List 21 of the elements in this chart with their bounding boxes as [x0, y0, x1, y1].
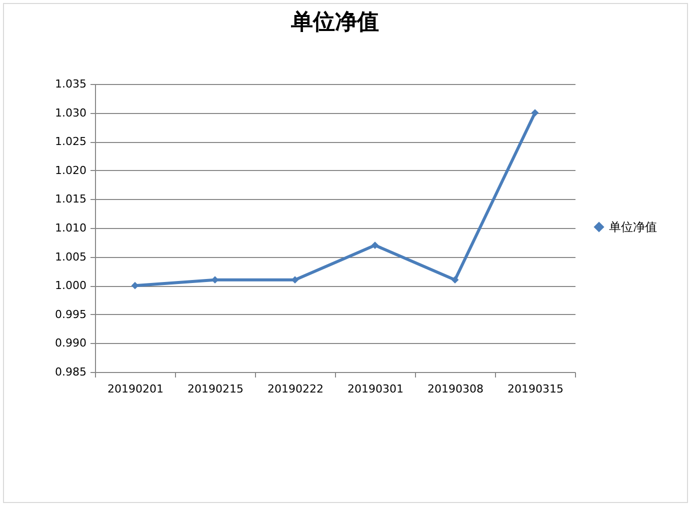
- x-tick-label: 20190301: [348, 382, 404, 396]
- x-tick-label: 20190215: [188, 382, 244, 396]
- y-tick-label: 1.005: [55, 250, 86, 264]
- y-tick-label: 1.025: [55, 135, 86, 148]
- y-tick-label: 0.985: [55, 366, 86, 378]
- chart-title: 单位净值: [290, 10, 379, 35]
- x-tick-label: 20190222: [268, 382, 324, 396]
- x-tick-label: 20190201: [108, 382, 164, 396]
- y-tick-label: 1.030: [55, 106, 86, 120]
- y-tick-label: 1.010: [55, 222, 86, 234]
- y-tick-label: 1.000: [55, 279, 86, 292]
- y-tick-label: 1.035: [55, 78, 86, 90]
- legend-label: 单位净值: [609, 220, 657, 234]
- x-tick-label: 20190308: [428, 382, 484, 396]
- y-tick-label: 1.020: [55, 164, 86, 177]
- point: [451, 276, 459, 284]
- point: [531, 109, 539, 117]
- y-tick-label: 0.995: [55, 308, 86, 321]
- y-tick-label: 1.015: [55, 192, 86, 206]
- x-tick-label: 20190315: [508, 382, 564, 396]
- y-tick-label: 0.990: [55, 336, 86, 350]
